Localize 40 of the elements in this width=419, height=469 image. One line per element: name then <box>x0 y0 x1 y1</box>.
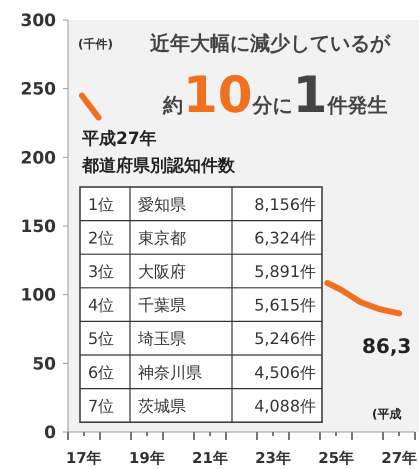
y-tick-label: 150 <box>20 217 56 237</box>
annotation: 6位 <box>88 362 114 382</box>
annotation: 茨城県 <box>138 396 186 416</box>
y-tick-label: 0 <box>44 423 56 443</box>
annotation: 千葉県 <box>138 296 186 315</box>
annotation: 埼玉県 <box>137 329 186 348</box>
x-tick-label: 19年 <box>128 449 165 467</box>
annotation: 平成27年 <box>81 129 157 149</box>
annotation: 4,506件 <box>254 362 316 382</box>
annotation: 大阪府 <box>138 262 186 281</box>
annotation: 4位 <box>88 296 114 315</box>
x-tick-label: 17年 <box>66 449 102 467</box>
annotation: 86,3 <box>362 334 412 358</box>
annotation: 2位 <box>88 228 114 248</box>
y-tick-label: 300 <box>20 11 56 31</box>
annotation: 6,324件 <box>254 228 316 248</box>
annotation: 4,088件 <box>254 396 316 416</box>
annotation: 3位 <box>88 262 114 281</box>
annotation: 愛知県 <box>138 194 186 214</box>
annotation: 神奈川県 <box>138 362 202 382</box>
annotation: 5,246件 <box>254 329 316 348</box>
annotation: 5,891件 <box>254 262 316 281</box>
x-tick-label: 23年 <box>255 449 291 467</box>
annotation: 1位 <box>88 194 114 214</box>
x-tick-label: 21年 <box>192 449 228 467</box>
text: 近年大幅に減少しているが <box>149 31 391 55</box>
annotation: 8,156件 <box>254 194 316 214</box>
annotation: 7位 <box>88 396 114 416</box>
annotation: (平成 <box>372 407 402 421</box>
annotation: 都道府県別認知件数 <box>81 156 236 176</box>
y-tick-label: 100 <box>20 286 56 306</box>
annotation: 5位 <box>88 329 114 348</box>
y-tick-label: 50 <box>32 354 56 374</box>
x-tick-label: 27年 <box>381 449 418 467</box>
annotation: 5,615件 <box>254 296 316 315</box>
y-tick-label: 250 <box>20 80 56 100</box>
x-tick-label: 25年 <box>318 449 354 467</box>
annotation: 東京都 <box>138 228 186 248</box>
y-axis-title: (千件) <box>78 37 113 51</box>
y-tick-label: 200 <box>20 148 56 168</box>
